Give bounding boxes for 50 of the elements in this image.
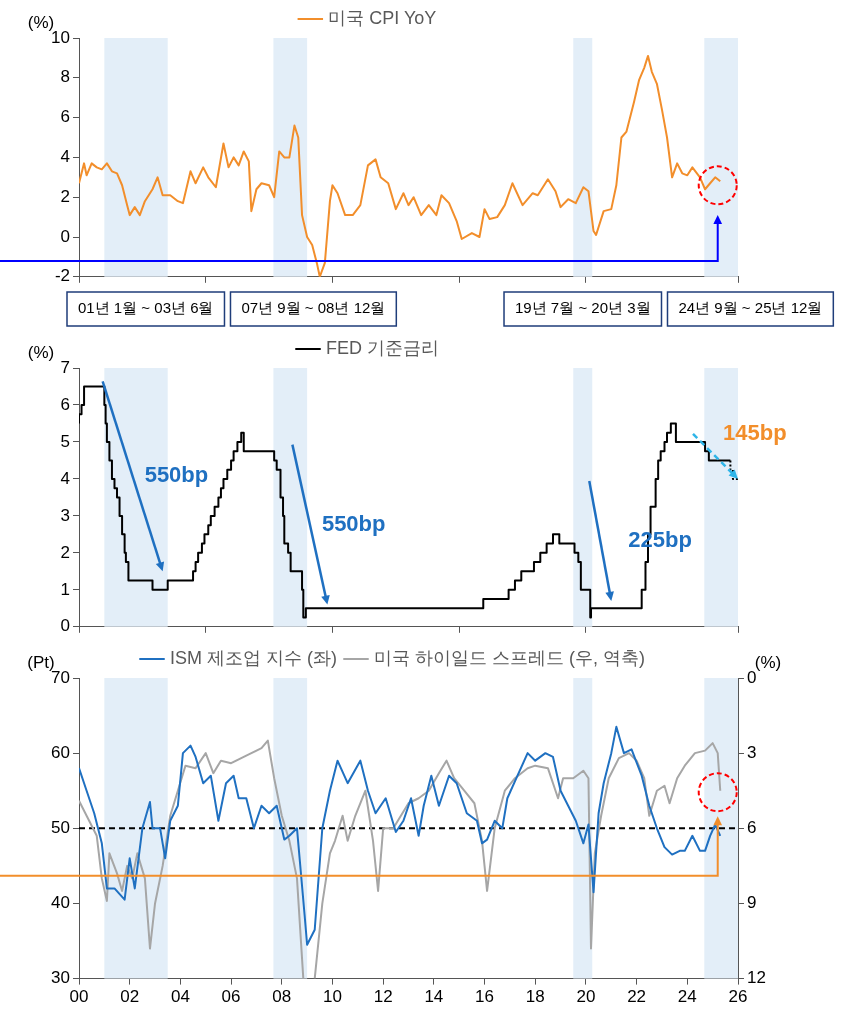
y-tick-label: 6: [60, 107, 70, 127]
text: 07년 9월 ~ 08년 12월: [241, 299, 386, 317]
annotation: 145bp: [723, 419, 787, 445]
y-tick-label: 7: [60, 357, 70, 377]
y-tick-label: 4: [60, 147, 70, 167]
y-tick-label: 0: [60, 226, 70, 246]
x-tick-label: 06: [221, 987, 241, 1007]
x-tick-label: 20: [576, 987, 596, 1007]
annotation: 550bp: [144, 462, 209, 488]
y2-axis-title: (%): [754, 653, 782, 673]
x-tick-label: 00: [69, 987, 89, 1007]
y-tick-label: 5: [60, 431, 70, 451]
text: 24년 9월 ~ 25년 12월: [678, 299, 823, 317]
x-tick-label: 14: [424, 987, 444, 1007]
x-tick-label: 24: [677, 987, 697, 1007]
legend-label: ISM 제조업 지수 (좌): [170, 647, 338, 668]
y-tick-label: 3: [60, 505, 70, 525]
legend-label: FED 기준금리: [326, 337, 440, 358]
x-tick-label: 12: [373, 987, 393, 1007]
y-tick-label: 40: [51, 893, 70, 913]
x-tick-label: 16: [475, 987, 494, 1007]
y-tick-label: 2: [60, 542, 70, 562]
y-tick-label: -2: [54, 266, 70, 286]
x-tick-label: 22: [627, 987, 647, 1007]
legend-label: 미국 CPI YoY: [328, 7, 437, 28]
y-tick-label: 6: [60, 394, 70, 414]
text: 19년 7월 ~ 20년 3월: [515, 299, 651, 317]
y-tick-label: 60: [51, 742, 70, 762]
y2-tick-label: 9: [747, 893, 757, 913]
x-tick-label: 10: [323, 987, 342, 1007]
legend-label: 미국 하이일드 스프레드 (우, 역축): [374, 647, 645, 668]
y2-tick-label: 3: [747, 742, 757, 762]
x-tick-label: 26: [728, 987, 748, 1007]
y-tick-label: 0: [60, 616, 70, 636]
y-tick-label: 2: [60, 186, 70, 206]
y-tick-label: 30: [51, 968, 70, 988]
x-tick-label: 08: [272, 987, 292, 1007]
x-tick-label: 02: [120, 987, 140, 1007]
text: 01년 1월 ~ 03년 6월: [78, 299, 214, 317]
y2-tick-label: 12: [747, 968, 766, 988]
y-tick-label: 50: [51, 817, 70, 837]
y2-tick-label: 0: [747, 667, 757, 687]
y-tick-label: 4: [60, 468, 70, 488]
x-tick-label: 18: [525, 987, 545, 1007]
y-tick-label: 1: [60, 579, 70, 599]
y2-tick-label: 6: [747, 817, 757, 837]
annotation: 550bp: [321, 510, 386, 536]
y-axis-title: (%): [27, 343, 55, 363]
y-tick-label: 8: [60, 67, 70, 87]
x-tick-label: 04: [170, 987, 190, 1007]
